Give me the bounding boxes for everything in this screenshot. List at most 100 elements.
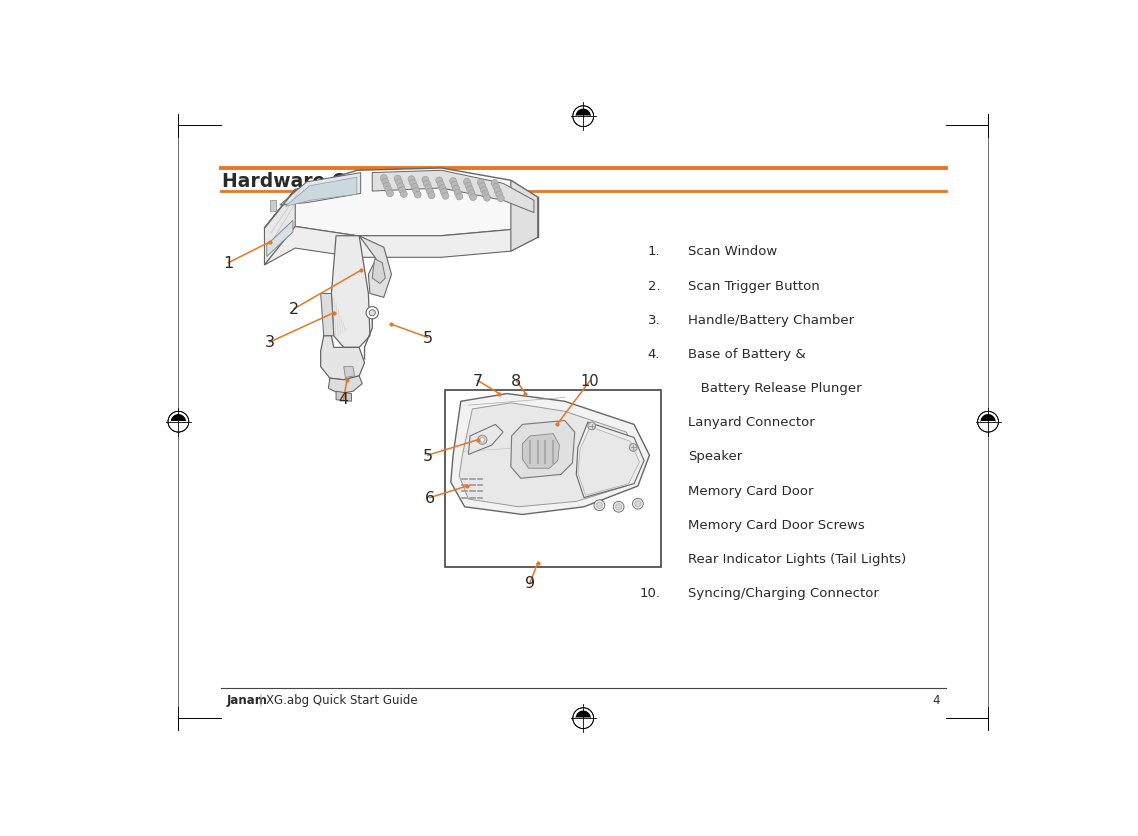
- Polygon shape: [286, 178, 357, 207]
- Circle shape: [479, 183, 486, 191]
- Polygon shape: [372, 259, 386, 284]
- Polygon shape: [469, 425, 503, 455]
- Polygon shape: [264, 217, 538, 266]
- Text: Janam: Janam: [226, 693, 267, 706]
- Text: XG.abg Quick Start Guide: XG.abg Quick Start Guide: [266, 693, 418, 706]
- Circle shape: [387, 191, 394, 197]
- Text: Battery Release Plunger: Battery Release Plunger: [688, 381, 861, 395]
- Circle shape: [423, 181, 430, 188]
- Text: 8.: 8.: [648, 518, 660, 531]
- Circle shape: [477, 180, 485, 186]
- Circle shape: [413, 188, 420, 195]
- Polygon shape: [321, 336, 364, 380]
- Circle shape: [594, 500, 604, 511]
- Polygon shape: [522, 434, 560, 469]
- Text: 3.: 3.: [648, 314, 660, 326]
- Circle shape: [409, 176, 415, 183]
- Bar: [270, 201, 277, 212]
- Circle shape: [978, 412, 998, 432]
- Circle shape: [450, 178, 456, 186]
- Circle shape: [442, 193, 448, 200]
- Text: 9: 9: [525, 575, 535, 590]
- Circle shape: [427, 189, 434, 196]
- Text: 2: 2: [289, 302, 299, 317]
- Text: 7: 7: [472, 374, 483, 389]
- Circle shape: [470, 195, 477, 201]
- Text: 6.: 6.: [648, 450, 660, 463]
- Text: 1.: 1.: [648, 245, 660, 258]
- Text: Scan Window: Scan Window: [688, 245, 777, 258]
- Circle shape: [465, 183, 472, 190]
- Circle shape: [468, 191, 475, 197]
- Circle shape: [369, 310, 376, 317]
- Circle shape: [440, 189, 447, 196]
- Circle shape: [616, 504, 621, 510]
- Circle shape: [382, 179, 389, 186]
- Text: 1: 1: [223, 256, 233, 271]
- Circle shape: [439, 186, 446, 192]
- Circle shape: [394, 176, 401, 183]
- Circle shape: [396, 180, 403, 186]
- Polygon shape: [264, 169, 538, 237]
- Text: Hardware Overview: Hardware Overview: [222, 172, 431, 191]
- Circle shape: [397, 184, 404, 191]
- Polygon shape: [172, 415, 185, 422]
- Polygon shape: [576, 711, 591, 718]
- Circle shape: [484, 195, 490, 202]
- Circle shape: [414, 192, 421, 199]
- Polygon shape: [576, 718, 591, 725]
- Text: 2.: 2.: [648, 279, 660, 293]
- Circle shape: [385, 186, 391, 194]
- Polygon shape: [172, 422, 185, 429]
- Polygon shape: [576, 422, 644, 498]
- Circle shape: [463, 179, 470, 186]
- Circle shape: [480, 187, 487, 194]
- Text: 3: 3: [265, 335, 275, 350]
- Polygon shape: [981, 415, 995, 422]
- Polygon shape: [360, 237, 391, 298]
- Circle shape: [467, 186, 473, 194]
- Circle shape: [451, 182, 459, 189]
- Circle shape: [613, 502, 624, 512]
- Polygon shape: [321, 294, 333, 336]
- Circle shape: [398, 187, 406, 195]
- Circle shape: [380, 176, 387, 182]
- Circle shape: [497, 196, 504, 202]
- Polygon shape: [460, 403, 638, 507]
- Circle shape: [366, 307, 379, 319]
- Circle shape: [494, 188, 501, 195]
- Polygon shape: [266, 221, 292, 257]
- Polygon shape: [451, 394, 650, 515]
- Polygon shape: [331, 237, 370, 348]
- Circle shape: [596, 502, 602, 508]
- Polygon shape: [511, 181, 538, 252]
- Text: Memory Card Door Screws: Memory Card Door Screws: [688, 518, 865, 531]
- Text: |: |: [258, 693, 263, 706]
- Circle shape: [401, 191, 407, 198]
- Circle shape: [492, 181, 498, 187]
- Circle shape: [588, 422, 595, 431]
- Text: 7.: 7.: [648, 484, 660, 497]
- Circle shape: [572, 107, 594, 127]
- Circle shape: [456, 194, 463, 201]
- Circle shape: [424, 185, 432, 191]
- Text: 10: 10: [580, 374, 600, 389]
- Circle shape: [384, 183, 390, 190]
- Circle shape: [493, 184, 500, 191]
- Text: 4.: 4.: [648, 348, 660, 360]
- Circle shape: [633, 499, 643, 509]
- Text: Scan Trigger Button: Scan Trigger Button: [688, 279, 820, 293]
- Text: 8: 8: [511, 374, 521, 389]
- Text: 6: 6: [424, 491, 435, 506]
- Circle shape: [496, 191, 503, 199]
- Polygon shape: [981, 422, 995, 429]
- Circle shape: [411, 184, 418, 191]
- Circle shape: [168, 412, 189, 432]
- Text: Handle/Battery Chamber: Handle/Battery Chamber: [688, 314, 855, 326]
- Text: 10.: 10.: [640, 586, 660, 599]
- Polygon shape: [344, 367, 355, 378]
- Polygon shape: [576, 117, 591, 124]
- Text: 9.: 9.: [648, 553, 660, 565]
- Polygon shape: [329, 376, 362, 394]
- Text: 4: 4: [339, 392, 349, 407]
